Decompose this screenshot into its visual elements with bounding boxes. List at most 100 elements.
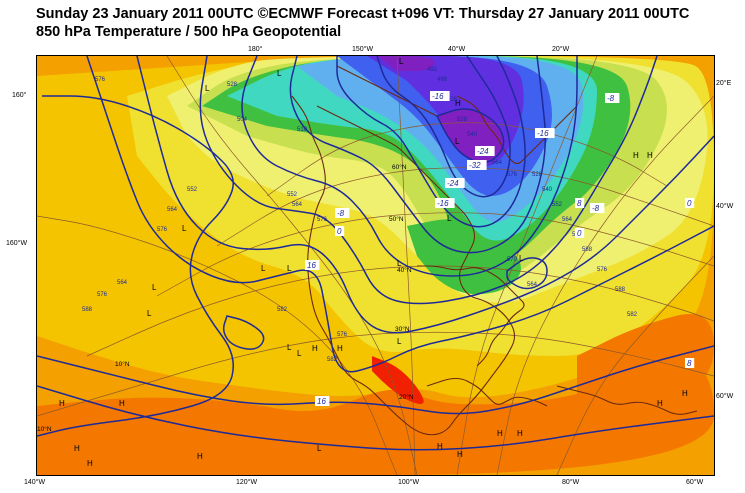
temp-label-box — [445, 178, 465, 188]
temp-label-box — [335, 226, 345, 236]
contour-value-label: 576 — [507, 172, 518, 178]
contour-value-label: 588 — [582, 247, 593, 253]
contour-value-label: 510 — [297, 127, 308, 133]
grid-line — [266, 122, 668, 197]
frame-label-top-2: 150°W — [352, 46, 374, 53]
low-pressure-marker: L — [287, 343, 292, 352]
latitude-label: 50°N — [389, 215, 404, 223]
frame-label-right-1: 20°E — [716, 80, 732, 87]
frame-label-bottom-5: 60°W — [686, 479, 704, 486]
temperature-label: -8 — [592, 204, 600, 213]
grid-line — [156, 212, 714, 297]
geopotential-contour — [86, 56, 714, 373]
contour-value-label: 564 — [167, 207, 178, 213]
contour-value-label: 576 — [337, 332, 348, 338]
temp-label-box — [575, 228, 585, 238]
low-pressure-marker: L — [205, 84, 210, 93]
geopotential-contour — [435, 108, 505, 164]
high-pressure-marker: H — [517, 429, 523, 438]
contour-value-label: 516 — [447, 97, 458, 103]
high-pressure-marker: H — [74, 444, 80, 453]
forecast-subtitle: 850 hPa Temperature / 500 hPa Geopotenti… — [36, 24, 342, 40]
geopotential-contour-layer — [37, 56, 714, 451]
contour-value-label: 552 — [187, 187, 198, 193]
low-pressure-marker: L — [447, 214, 452, 223]
contour-value-label: 498 — [437, 77, 448, 83]
frame-label-top-1: 180° — [248, 46, 263, 53]
temperature-label: -16 — [537, 129, 549, 138]
temperature-label: -16 — [432, 92, 444, 101]
temp-label-box — [475, 146, 495, 156]
contour-value-label: 564 — [117, 280, 128, 286]
grid-line — [86, 265, 714, 357]
temp-field-red-mexico — [372, 356, 424, 404]
lat-lon-grid-layer — [37, 56, 714, 475]
coastline — [291, 95, 516, 436]
latitude-label: 20°N — [399, 393, 414, 401]
geopotential-contour — [37, 95, 234, 437]
geopotential-contour — [289, 56, 547, 254]
grid-line — [37, 331, 714, 417]
temperature-label: -8 — [337, 209, 345, 218]
frame-label-bottom-4: 80°W — [562, 479, 580, 486]
geopotential-contour — [199, 56, 658, 305]
temp-label-box — [535, 128, 555, 138]
temperature-label: 0 — [577, 229, 582, 238]
temp-field-purple-north — [377, 56, 435, 71]
frame-label-left-1: 160° — [12, 92, 27, 99]
coastline — [416, 265, 525, 367]
grid-line — [496, 95, 714, 475]
contour-value-label: 576 — [317, 217, 328, 223]
frame-label-right-2: 40°W — [716, 203, 734, 210]
contour-value-label: 564 — [492, 160, 503, 166]
weather-map: 60°N 50°N 40°N 30°N 20°N 10°N 10°N 576 528 504 510… — [36, 55, 715, 476]
geopotential-contour — [222, 315, 265, 350]
high-pressure-marker: H — [59, 399, 65, 408]
low-pressure-marker: L — [519, 254, 524, 263]
low-pressure-marker: L — [397, 259, 402, 268]
map-label-layer: 60°N 50°N 40°N 30°N 20°N 10°N 10°N 576 528 504 510… — [37, 57, 695, 468]
temperature-label: -24 — [447, 179, 459, 188]
contour-value-label: 564 — [527, 282, 538, 288]
frame-label-top-3: 40°W — [448, 46, 466, 53]
temperature-label: -16 — [437, 199, 449, 208]
temp-label-box — [435, 198, 455, 208]
high-pressure-marker: H — [455, 99, 461, 108]
latitude-label: 10°N — [37, 425, 52, 433]
contour-value-label: 588 — [82, 307, 93, 313]
geopotential-contour — [37, 385, 714, 451]
high-pressure-marker: H — [633, 151, 639, 160]
contour-value-label: 582 — [277, 307, 288, 313]
temperature-label: 8 — [687, 359, 692, 368]
geopotential-contour — [37, 345, 714, 415]
high-pressure-marker: H — [647, 151, 653, 160]
forecast-title: Sunday 23 January 2011 00UTC ©ECMWF Fore… — [36, 6, 690, 22]
high-pressure-marker: H — [497, 429, 503, 438]
temperature-label: 16 — [307, 261, 316, 270]
latitude-label: 30°N — [395, 325, 410, 333]
coastline — [426, 377, 548, 407]
latitude-label: 60°N — [392, 163, 407, 171]
low-pressure-marker: L — [455, 137, 460, 146]
latitude-label: 40°N — [397, 266, 412, 274]
grid-line — [166, 56, 418, 475]
grid-line — [216, 167, 714, 247]
grid-line — [456, 56, 598, 475]
map-canvas: 60°N 50°N 40°N 30°N 20°N 10°N 10°N 576 528 504 510… — [37, 56, 714, 475]
temperature-label: -32 — [469, 161, 481, 170]
frame-label-bottom-2: 120°W — [236, 479, 258, 486]
frame-label-left-2: 160°W — [6, 240, 28, 247]
temp-label-box — [575, 198, 585, 208]
high-pressure-marker: H — [457, 450, 463, 459]
contour-value-label: 528 — [227, 82, 238, 88]
contour-value-label: 528 — [457, 117, 468, 123]
frame-label-bottom-3: 100°W — [398, 479, 420, 486]
low-pressure-marker: L — [261, 264, 266, 273]
geopotential-contour — [376, 56, 511, 198]
temp-label-box — [685, 358, 695, 368]
temperature-label: -8 — [607, 94, 615, 103]
grid-line — [556, 255, 714, 475]
temperature-label: 0 — [337, 227, 342, 236]
high-pressure-marker: H — [437, 442, 443, 451]
temp-label-box — [430, 91, 450, 101]
